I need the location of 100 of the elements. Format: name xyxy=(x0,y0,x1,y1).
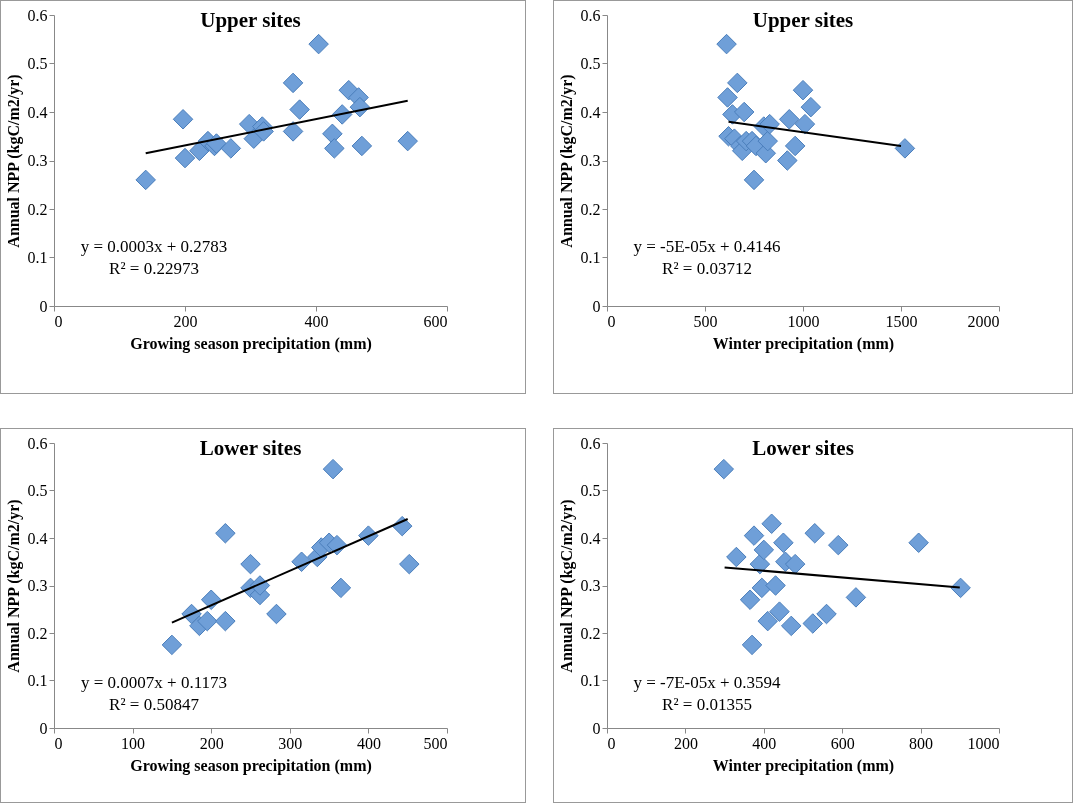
point xyxy=(741,634,763,656)
point xyxy=(800,96,822,118)
point xyxy=(765,575,786,596)
annotation: R² = 0.22973 xyxy=(109,259,199,278)
x-tick-label: 0 xyxy=(54,312,63,330)
point xyxy=(792,79,814,101)
point xyxy=(761,513,782,534)
y-tick-label: 0 xyxy=(592,297,601,315)
y-tick-label: 0.3 xyxy=(27,577,48,594)
annotation: R² = 0.03712 xyxy=(662,259,752,278)
y-axis-title: Annual NPP (kgC/m2/yr) xyxy=(4,499,23,673)
y-tick-label: 0.5 xyxy=(27,482,48,499)
x-axis-title: Winter precipitation (mm) xyxy=(712,334,895,353)
annotation: y = 0.0003x + 0.2783 xyxy=(80,237,228,256)
x-tick-label: 400 xyxy=(304,312,329,330)
y-tick-label: 0.6 xyxy=(580,434,601,452)
point xyxy=(950,577,971,599)
point xyxy=(784,135,806,157)
point xyxy=(716,33,737,55)
y-tick-label: 0.5 xyxy=(580,482,601,499)
y-tick-label: 0 xyxy=(39,297,48,315)
x-tick-label: 200 xyxy=(199,734,224,752)
x-tick-label: 1500 xyxy=(885,312,918,330)
point xyxy=(713,458,735,480)
point xyxy=(802,613,824,634)
x-axis-title: Growing season precipitation (mm) xyxy=(130,334,372,353)
x-tick-label: 2000 xyxy=(967,312,1000,330)
x-tick-label: 500 xyxy=(693,312,718,330)
x-tick-label: 100 xyxy=(121,734,146,752)
x-tick-label: 200 xyxy=(173,312,198,330)
y-tick-label: 0.1 xyxy=(580,249,601,266)
y-axis-title: Annual NPP (kgC/m2/yr) xyxy=(557,499,576,673)
y-tick-label: 0.3 xyxy=(580,152,601,169)
point xyxy=(894,138,916,159)
point xyxy=(816,603,837,625)
annotation: y = -5E-05x + 0.4146 xyxy=(633,237,781,256)
y-tick-label: 0.1 xyxy=(27,672,48,689)
point xyxy=(773,532,794,553)
y-axis-title: Annual NPP (kgC/m2/yr) xyxy=(4,74,23,248)
chart-title: Lower sites xyxy=(752,436,854,460)
y-tick-label: 0.5 xyxy=(27,55,48,72)
y-tick-label: 0.2 xyxy=(580,624,601,642)
y-tick-label: 0.3 xyxy=(27,152,48,169)
chart-title: Upper sites xyxy=(200,8,301,32)
point xyxy=(215,610,236,632)
point xyxy=(757,610,778,632)
point xyxy=(794,113,816,135)
y-tick-label: 0.6 xyxy=(580,6,601,24)
y-tick-label: 0.4 xyxy=(27,529,48,547)
point xyxy=(743,525,765,546)
x-tick-label: 600 xyxy=(830,734,855,752)
y-tick-label: 0.4 xyxy=(580,529,601,547)
x-tick-label: 0 xyxy=(54,734,63,752)
point xyxy=(733,101,755,123)
y-tick-label: 0.4 xyxy=(580,103,601,121)
x-axis-title: Winter precipitation (mm) xyxy=(712,756,895,775)
point xyxy=(215,523,236,544)
point xyxy=(161,634,183,656)
point xyxy=(717,87,738,108)
x-tick-label: 400 xyxy=(752,734,777,752)
point xyxy=(322,458,344,480)
annotation: y = -7E-05x + 0.3594 xyxy=(633,673,782,692)
point xyxy=(769,601,790,622)
point xyxy=(743,169,765,191)
point xyxy=(753,539,775,561)
y-tick-label: 0.5 xyxy=(580,55,601,72)
x-tick-label: 400 xyxy=(356,734,381,752)
point xyxy=(757,130,778,152)
x-tick-label: 200 xyxy=(673,734,698,752)
point xyxy=(727,72,748,94)
point xyxy=(240,553,261,575)
annotation: y = 0.0007x + 0.1173 xyxy=(80,673,228,692)
point xyxy=(804,523,826,544)
y-tick-label: 0.2 xyxy=(27,624,48,642)
x-tick-label: 0 xyxy=(607,734,616,752)
y-axis-title: Annual NPP (kgC/m2/yr) xyxy=(557,74,576,248)
point xyxy=(845,587,867,608)
y-tick-label: 0.2 xyxy=(27,200,48,218)
point xyxy=(330,577,352,599)
y-tick-label: 0 xyxy=(592,719,601,737)
chart-title: Lower sites xyxy=(199,436,302,460)
y-tick-label: 0.2 xyxy=(580,200,601,218)
x-tick-label: 300 xyxy=(278,734,303,752)
point xyxy=(777,150,798,171)
x-tick-label: 1000 xyxy=(967,734,1000,752)
y-tick-label: 0.1 xyxy=(580,672,601,689)
x-tick-label: 1000 xyxy=(787,312,820,330)
annotation: R² = 0.50847 xyxy=(109,695,200,714)
y-tick-label: 0 xyxy=(39,719,48,737)
point xyxy=(779,109,800,130)
annotation: R² = 0.01355 xyxy=(662,695,752,714)
y-tick-label: 0.4 xyxy=(27,103,48,121)
point xyxy=(828,534,849,556)
chart-title: Upper sites xyxy=(752,8,854,32)
y-tick-label: 0.1 xyxy=(27,249,48,266)
point xyxy=(784,553,806,575)
point xyxy=(908,532,929,553)
x-tick-label: 800 xyxy=(909,734,934,752)
x-tick-label: 600 xyxy=(423,312,448,330)
point xyxy=(266,603,287,625)
